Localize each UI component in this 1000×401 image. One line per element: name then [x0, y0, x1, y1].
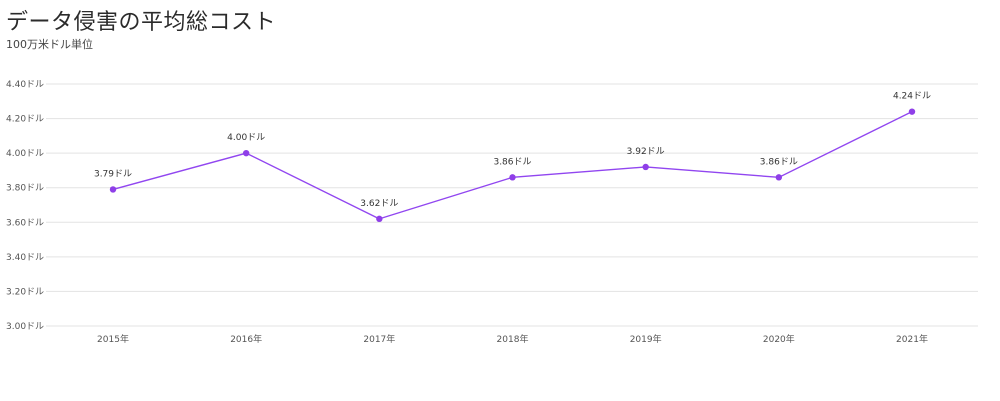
data-label: 3.62ドル [360, 199, 398, 209]
gridlines [46, 83, 978, 327]
x-tick-label: 2019年 [630, 333, 662, 345]
data-label: 3.92ドル [627, 147, 665, 157]
data-label: 3.86ドル [493, 157, 531, 167]
data-point [908, 108, 916, 115]
x-tick-label: 2016年 [230, 333, 262, 345]
data-label: 3.79ドル [94, 169, 132, 179]
data-point [242, 149, 250, 157]
data-label: 4.24ドル [893, 92, 931, 102]
chart-subtitle: 100万米ドル単位 [6, 38, 93, 51]
data-label: 4.00ドル [227, 133, 265, 143]
data-point [509, 174, 516, 181]
data-label: 3.86ドル [760, 157, 798, 167]
data-point [376, 215, 383, 223]
data-labels: 3.79ドル 4.00ドル 3.62ドル 3.86ドル 3.92ドル 3.86ドル 4.24… [94, 92, 931, 209]
y-tick-label: 3.40ドル [6, 253, 44, 263]
y-tick-label: 3.60ドル [6, 218, 44, 228]
y-tick-label: 4.40ドル [6, 80, 44, 90]
series-points [109, 108, 916, 223]
y-tick-label: 3.20ドル [6, 287, 44, 297]
y-tick-label: 4.00ドル [6, 149, 44, 159]
x-tick-label: 2021年 [896, 333, 928, 345]
x-tick-label: 2018年 [497, 333, 529, 345]
y-axis-tick-labels: 3.00ドル 3.20ドル 3.40ドル 3.60ドル 3.80ドル 4.00ドル 4.20… [6, 80, 44, 332]
y-tick-label: 4.20ドル [6, 115, 44, 125]
data-point [109, 186, 117, 193]
chart-title: データ侵害の平均総コスト [6, 10, 277, 35]
data-point [642, 163, 649, 171]
x-tick-label: 2020年 [763, 333, 795, 345]
x-tick-label: 2015年 [97, 333, 129, 345]
x-tick-label: 2017年 [363, 333, 395, 345]
y-tick-label: 3.80ドル [6, 184, 44, 194]
y-tick-label: 3.00ドル [6, 322, 44, 332]
x-axis-tick-labels: 2015年 2016年 2017年 2018年 2019年 2020年 2021年 [97, 333, 928, 345]
data-point [775, 174, 783, 181]
